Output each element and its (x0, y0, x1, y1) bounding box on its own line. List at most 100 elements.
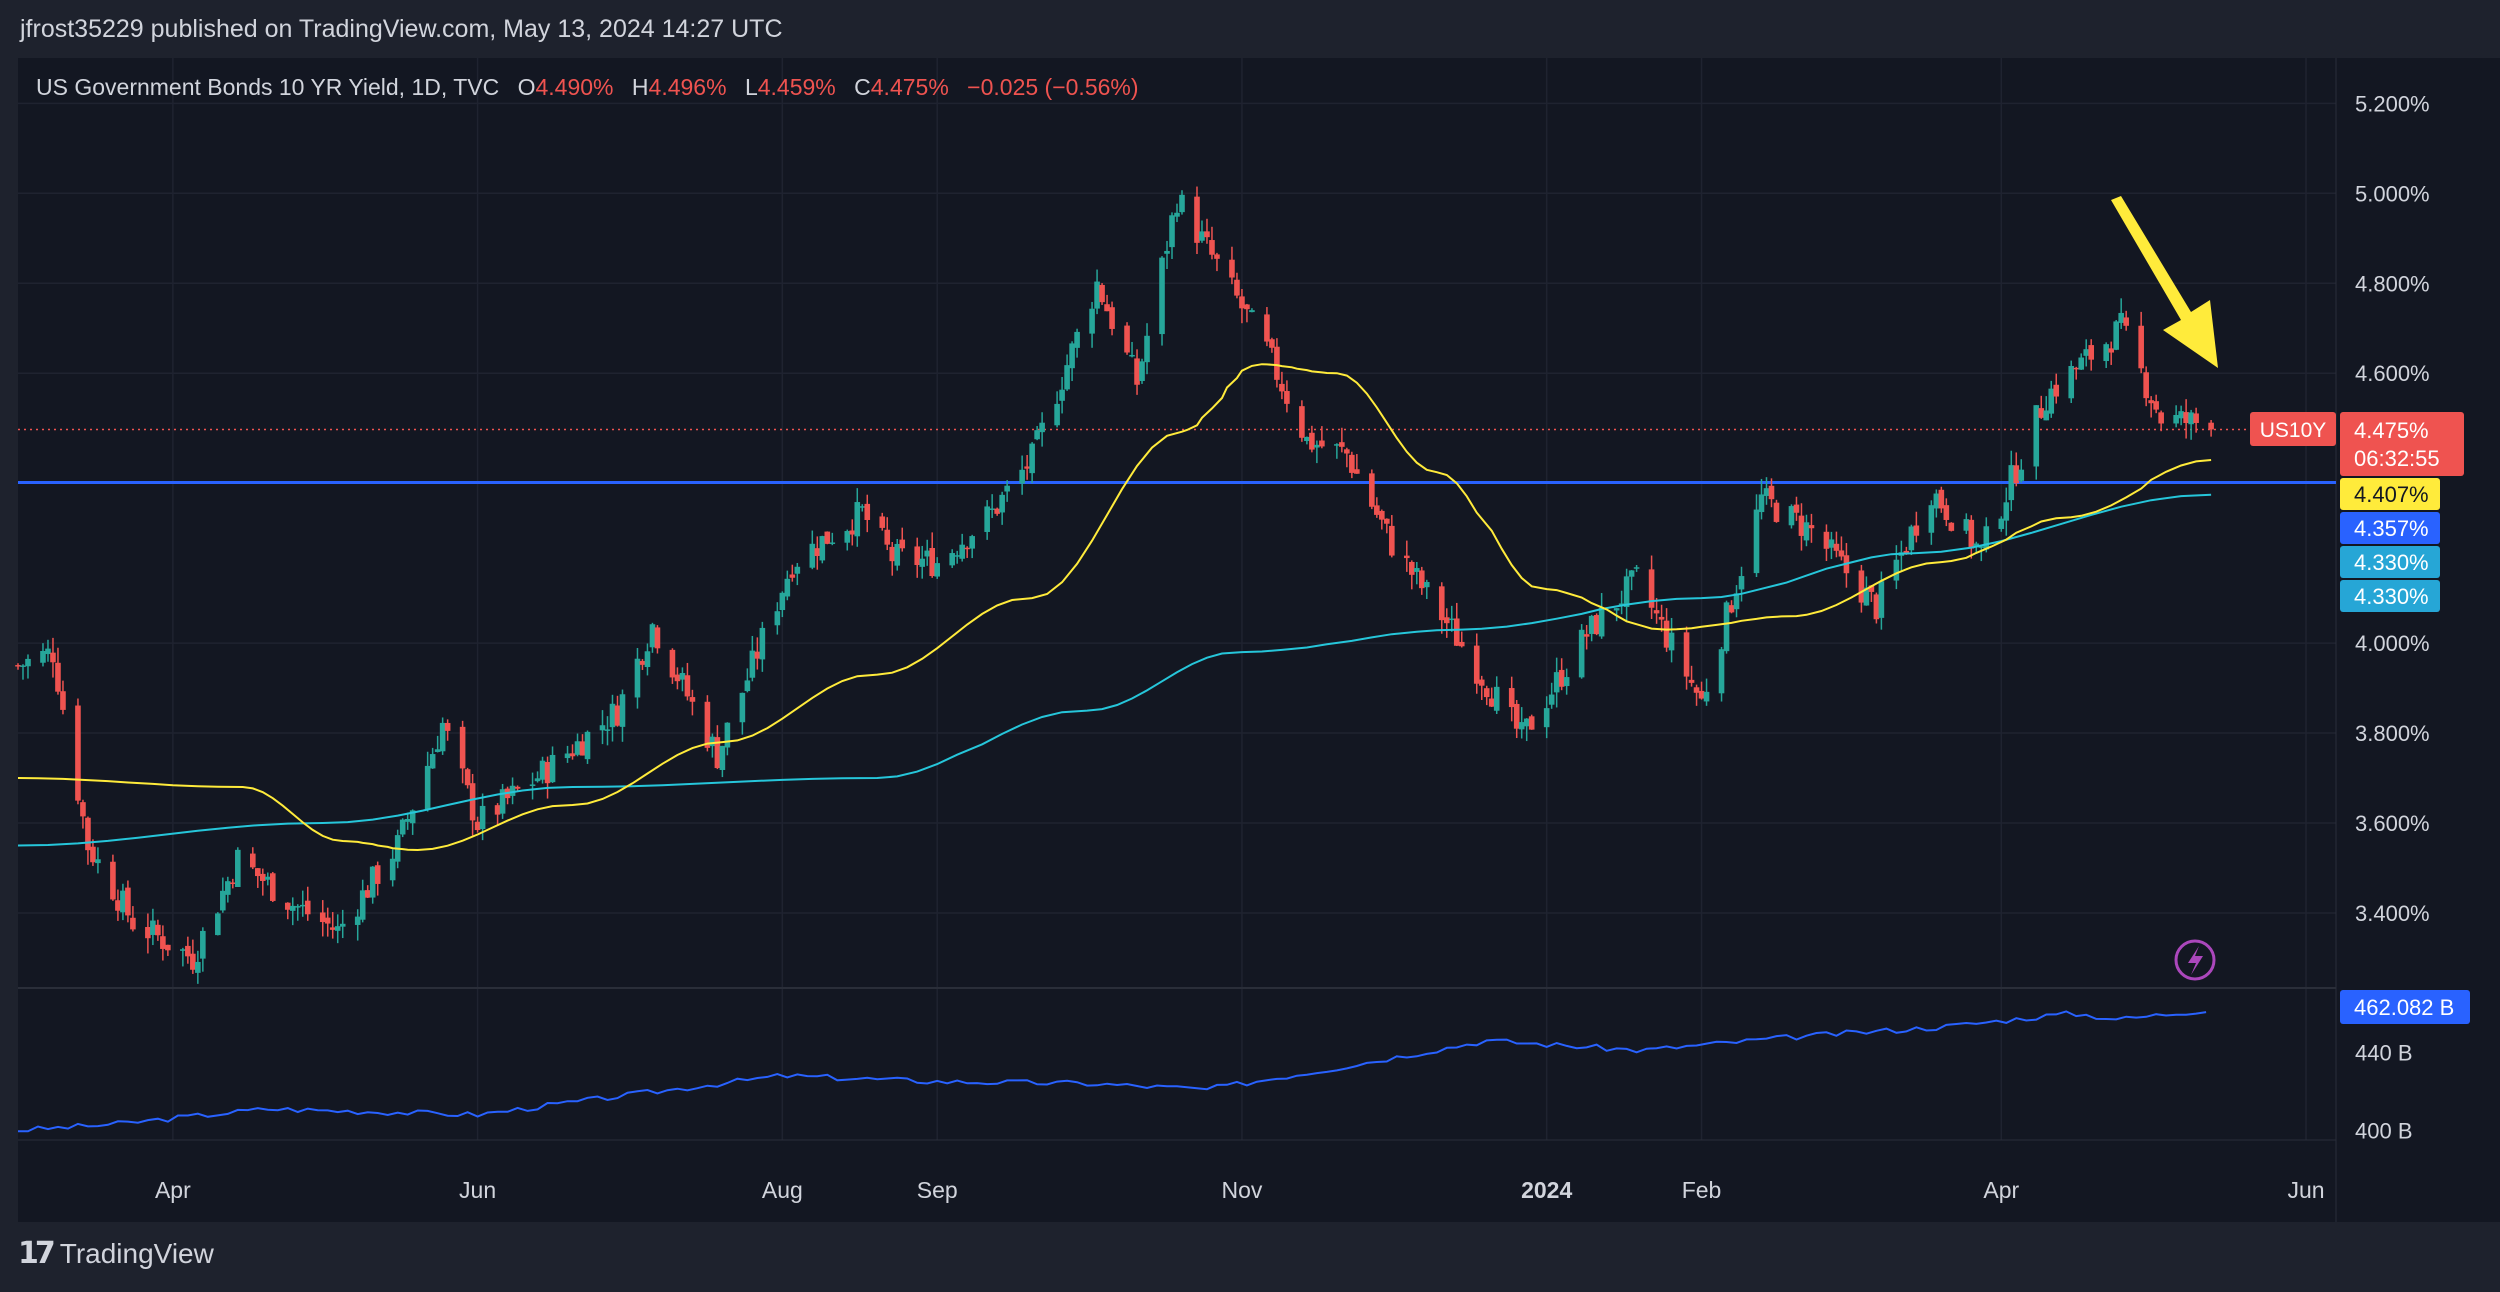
candle-body (899, 539, 906, 549)
candle-body (1698, 690, 1705, 699)
lower-y-tick-label: 400 B (2355, 1118, 2413, 1143)
moving-average-slow[interactable] (17, 493, 2212, 847)
candle-body (1963, 519, 1970, 531)
candle-body (544, 762, 551, 784)
candle-body (110, 861, 116, 900)
candle-body (744, 680, 751, 692)
chart-area[interactable]: 5.200% 5.000% 4.800% 4.600% 4.000% 3.800% 3.60… (0, 0, 2500, 1222)
candle-body (1518, 722, 1525, 730)
candle-body (2088, 345, 2095, 360)
candle-body (1423, 582, 1430, 588)
candle-body (80, 802, 86, 817)
candle-body (1024, 466, 1030, 469)
legend-change: −0.025 (−0.56%) (967, 74, 1138, 100)
candle-body (614, 705, 621, 726)
candle-body (884, 529, 891, 545)
candle-body (714, 737, 721, 769)
time-axis-ticks: Apr Jun Aug Sep Nov 2024 Feb Apr Jun (155, 1177, 2325, 1203)
candle-body (40, 650, 46, 663)
candle-body (1723, 602, 1730, 652)
candle-body (1728, 605, 1735, 613)
candle-body (55, 662, 61, 692)
candle-body (1733, 593, 1740, 610)
candle-body (1059, 389, 1065, 401)
candle-body (854, 502, 861, 537)
candle-body (859, 506, 866, 508)
candle-body (809, 543, 816, 568)
candle-body (120, 890, 126, 913)
candle-body (1314, 444, 1320, 448)
grid-lines (18, 58, 2336, 1140)
candle-body (984, 506, 990, 532)
arrow-shape (2111, 196, 2218, 368)
candle-body (1284, 391, 1290, 404)
candle-body (130, 917, 136, 930)
candle-body (1478, 679, 1485, 686)
candle-body (249, 853, 256, 868)
candle-body (844, 531, 851, 543)
annotation-arrow[interactable] (2111, 196, 2218, 368)
candle-body (1653, 610, 1660, 614)
candle-body (200, 930, 206, 959)
candle-body (294, 906, 301, 908)
price-labels: US10Y 4.475% 06:32:55 4.407% 4.357% 4.33… (2250, 412, 2470, 1024)
candle-body (574, 741, 581, 755)
x-tick-label: 2024 (1521, 1177, 1572, 1203)
candle-body (1528, 716, 1535, 730)
candle-body (1693, 687, 1700, 693)
candle-body (299, 904, 306, 907)
candle-body (819, 536, 826, 561)
candle-body (1833, 543, 1840, 551)
candle-body (2143, 372, 2149, 399)
countdown-label: 06:32:55 (2354, 446, 2440, 471)
candle-body (1179, 194, 1185, 213)
candle-body (2148, 400, 2154, 404)
candle-body (75, 705, 81, 801)
candle-body (1858, 570, 1865, 603)
x-tick-label: Aug (762, 1177, 803, 1203)
candle-body (1768, 485, 1775, 500)
candle-body (1718, 649, 1725, 694)
candle-body (1878, 581, 1885, 618)
candle-body (779, 592, 786, 611)
candle-body (1209, 240, 1215, 255)
ma-slow-badge-2 (2340, 580, 2440, 612)
candle-body (2158, 412, 2164, 424)
candle-body (1513, 703, 1520, 729)
candle-body (1019, 469, 1025, 484)
candle-body (1998, 518, 2005, 529)
candle-body (95, 859, 101, 864)
alert-icon[interactable] (2174, 939, 2216, 981)
candle-body (125, 887, 131, 916)
candle-body (1703, 691, 1710, 702)
candle-body (254, 868, 261, 877)
candle-body (534, 778, 541, 782)
candle-body (1683, 632, 1690, 677)
candle-body (1169, 215, 1175, 248)
candle-body (1299, 406, 1305, 438)
candle-body (1204, 231, 1210, 238)
candle-body (195, 961, 201, 973)
x-tick-label: Jun (459, 1177, 496, 1203)
volume-badge (2340, 990, 2470, 1024)
x-tick-label: Jun (2287, 1177, 2324, 1203)
candle-body (1893, 559, 1900, 581)
candle-body (619, 694, 626, 727)
lower-pane-line[interactable] (17, 1010, 2207, 1133)
candle-body (1458, 641, 1465, 647)
candle-body (190, 953, 196, 970)
candle-body (994, 508, 1000, 514)
candle-body (774, 611, 781, 626)
candle-body (634, 658, 641, 698)
candle-body (1473, 645, 1480, 684)
legend-open-value: 4.490% (536, 74, 614, 100)
candle-body (1199, 231, 1205, 241)
candle-body (1404, 555, 1410, 559)
candle-body (1234, 279, 1240, 296)
candle-body (579, 741, 586, 756)
candle-body (1159, 257, 1165, 335)
moving-average-fast[interactable] (17, 363, 2212, 852)
candle-body (1384, 518, 1390, 524)
candle-body (284, 902, 291, 910)
tradingview-logo[interactable]: 17 TradingView (18, 1236, 214, 1271)
